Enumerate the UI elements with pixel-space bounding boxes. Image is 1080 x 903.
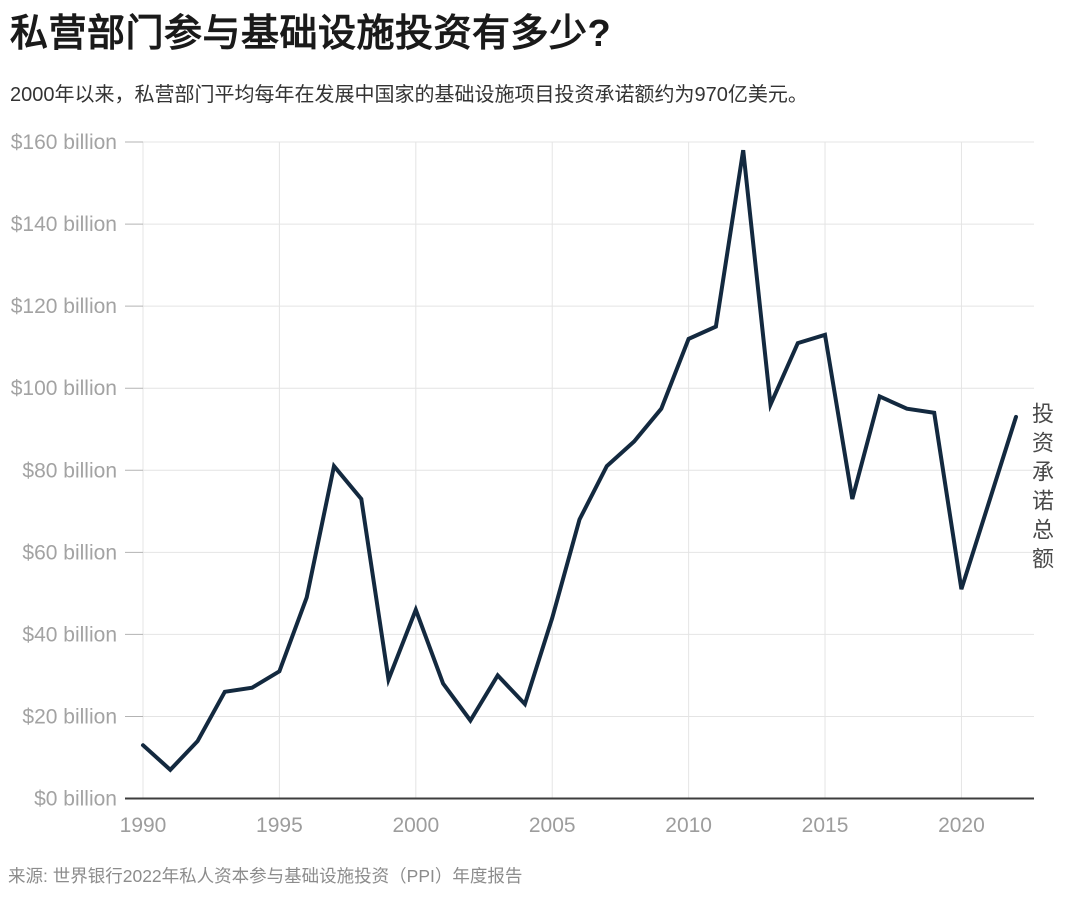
y-tick-label: $60 billion xyxy=(22,541,117,564)
y-axis-right-label: 投资承诺总额 xyxy=(1029,402,1054,576)
y-tick-label: $100 billion xyxy=(11,377,117,400)
y-tick-label: $80 billion xyxy=(22,459,117,482)
y-tick-label: $0 billion xyxy=(34,788,117,811)
x-tick-label: 1995 xyxy=(256,814,303,837)
y-tick-label: $120 billion xyxy=(11,295,117,318)
x-tick-label: 2020 xyxy=(938,814,985,837)
data-line xyxy=(141,149,1018,773)
x-tick-label: 2005 xyxy=(529,814,576,837)
y-tick-label: $140 billion xyxy=(11,213,117,236)
y-tick-label: $20 billion xyxy=(22,705,117,728)
source-note: 来源: 世界银行2022年私人资本参与基础设施投资（PPI）年度报告 xyxy=(8,866,523,886)
y-tick-label: $160 billion xyxy=(11,131,117,154)
page-title: 私营部门参与基础设施投资有多少? xyxy=(10,13,612,55)
x-tick-label: 2015 xyxy=(802,814,849,837)
page-subtitle: 2000年以来，私营部门平均每年在发展中国家的基础设施项目投资承诺额约为970亿… xyxy=(10,84,808,106)
y-tick-label: $40 billion xyxy=(22,623,117,646)
x-tick-label: 2010 xyxy=(665,814,712,837)
x-tick-label: 1990 xyxy=(120,814,167,837)
x-tick-label: 2000 xyxy=(392,814,439,837)
